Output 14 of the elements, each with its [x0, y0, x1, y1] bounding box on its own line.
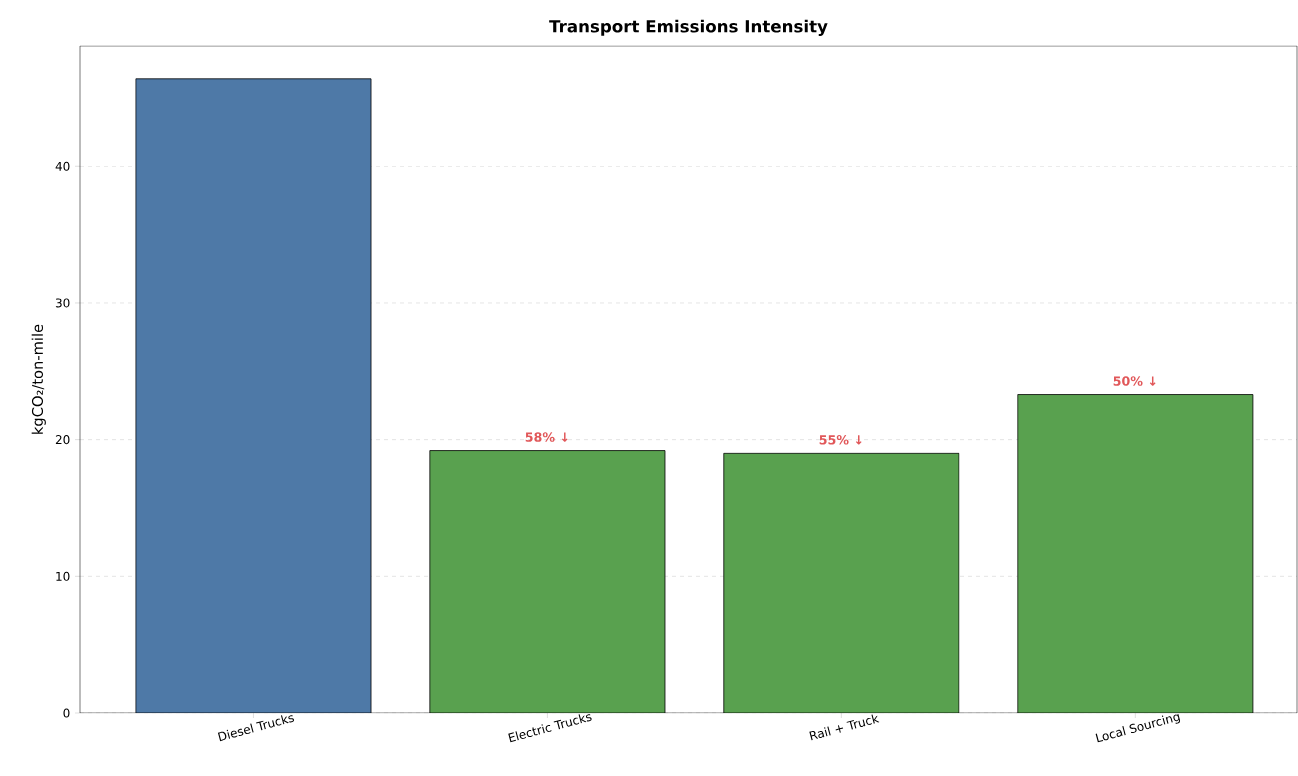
annotation: 50% ↓ — [1113, 376, 1156, 386]
x-tick-label: Electric Trucks — [508, 714, 592, 743]
annotation: 58% ↓ — [525, 432, 568, 442]
chart-title: Transport Emissions Intensity — [549, 19, 828, 36]
y-tick-label: 40 — [55, 161, 70, 171]
y-tick-label: 30 — [55, 298, 70, 308]
annotation: 55% ↓ — [819, 435, 862, 445]
y-tick-label: 10 — [56, 571, 70, 581]
y-tick-label: 0 — [63, 708, 70, 718]
x-tick-label: Local Sourcing — [1095, 713, 1181, 743]
y-axis-title: kgCO₂/ton-mile — [31, 324, 46, 434]
x-tick-label: Diesel Trucks — [217, 715, 295, 742]
y-tick-label: 20 — [55, 435, 70, 445]
x-tick-label: Rail + Truck — [809, 714, 880, 741]
